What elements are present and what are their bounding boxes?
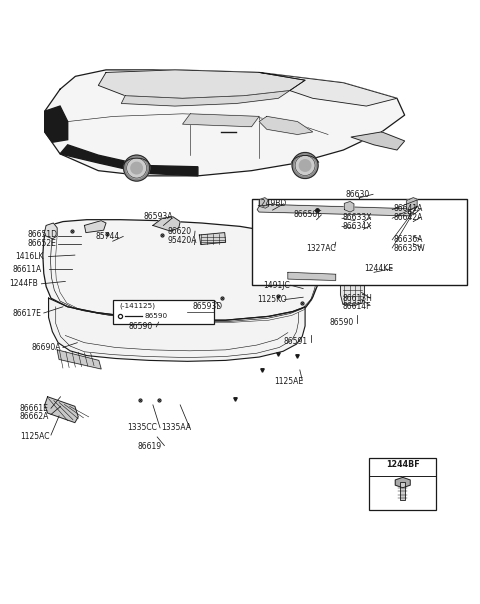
Text: 86620: 86620 — [167, 226, 192, 236]
Polygon shape — [98, 70, 305, 98]
Polygon shape — [182, 114, 259, 127]
Text: 86611A: 86611A — [12, 265, 42, 274]
Text: 1244KE: 1244KE — [364, 264, 394, 273]
Polygon shape — [84, 220, 106, 233]
Circle shape — [131, 162, 143, 174]
Text: 86630: 86630 — [345, 190, 370, 199]
Polygon shape — [259, 72, 397, 106]
Text: 86619: 86619 — [137, 442, 161, 451]
Text: 86650F: 86650F — [294, 210, 322, 219]
Text: 1244FB: 1244FB — [9, 279, 38, 288]
Text: 86590: 86590 — [144, 313, 168, 319]
Text: 86651D: 86651D — [27, 231, 57, 240]
Text: 1491JC: 1491JC — [263, 281, 290, 290]
Polygon shape — [257, 204, 411, 216]
Polygon shape — [60, 145, 198, 176]
Text: 1416LK: 1416LK — [15, 252, 44, 261]
Polygon shape — [153, 217, 180, 231]
Text: 86635W: 86635W — [393, 244, 425, 253]
Text: 95420A: 95420A — [167, 236, 197, 245]
Text: 1125AE: 1125AE — [275, 378, 303, 387]
Circle shape — [292, 152, 318, 179]
Text: (-141125): (-141125) — [119, 303, 155, 309]
Polygon shape — [45, 397, 78, 423]
Circle shape — [295, 156, 315, 175]
Polygon shape — [57, 350, 101, 369]
Text: 86613H: 86613H — [343, 294, 373, 303]
Text: 1335AA: 1335AA — [161, 423, 191, 432]
Bar — [369, 458, 436, 510]
Text: 86614F: 86614F — [343, 302, 372, 311]
Text: 1249BD: 1249BD — [256, 199, 286, 208]
Text: 86690A: 86690A — [32, 343, 61, 352]
Circle shape — [127, 158, 146, 178]
Text: 86591: 86591 — [283, 337, 307, 346]
Text: 86633X: 86633X — [343, 213, 372, 222]
Polygon shape — [395, 477, 410, 487]
Text: 86662A: 86662A — [20, 413, 49, 422]
Polygon shape — [48, 298, 305, 361]
Text: 86652E: 86652E — [27, 239, 56, 248]
Polygon shape — [199, 233, 226, 245]
Polygon shape — [288, 272, 336, 280]
Polygon shape — [44, 223, 57, 239]
Text: 86617E: 86617E — [12, 309, 42, 318]
Text: 86641A: 86641A — [393, 204, 422, 213]
Text: 1244BF: 1244BF — [386, 460, 420, 469]
Text: 1125AC: 1125AC — [20, 432, 49, 442]
Text: 86590: 86590 — [330, 318, 354, 327]
Polygon shape — [351, 132, 405, 150]
Text: 1327AC: 1327AC — [306, 244, 336, 253]
Polygon shape — [407, 198, 417, 210]
Polygon shape — [45, 106, 68, 142]
Text: 86661E: 86661E — [20, 403, 48, 413]
Text: 86593A: 86593A — [144, 213, 173, 221]
Text: 86634X: 86634X — [343, 222, 372, 231]
Text: 1335CC: 1335CC — [128, 423, 157, 432]
Polygon shape — [344, 202, 354, 212]
Polygon shape — [340, 268, 364, 306]
Text: 85744: 85744 — [96, 232, 120, 241]
Polygon shape — [121, 91, 290, 106]
Bar — [400, 481, 405, 500]
Polygon shape — [43, 220, 322, 320]
Text: 86590: 86590 — [129, 323, 153, 332]
Polygon shape — [259, 198, 269, 208]
Circle shape — [300, 159, 311, 172]
Text: 86636A: 86636A — [393, 236, 423, 244]
Text: 86593D: 86593D — [192, 302, 222, 311]
Circle shape — [124, 155, 150, 181]
Bar — [113, 300, 214, 324]
Text: 1125KO: 1125KO — [257, 295, 287, 304]
Bar — [252, 199, 468, 285]
Text: 86642A: 86642A — [393, 213, 422, 222]
Polygon shape — [259, 117, 313, 135]
Polygon shape — [45, 70, 405, 176]
